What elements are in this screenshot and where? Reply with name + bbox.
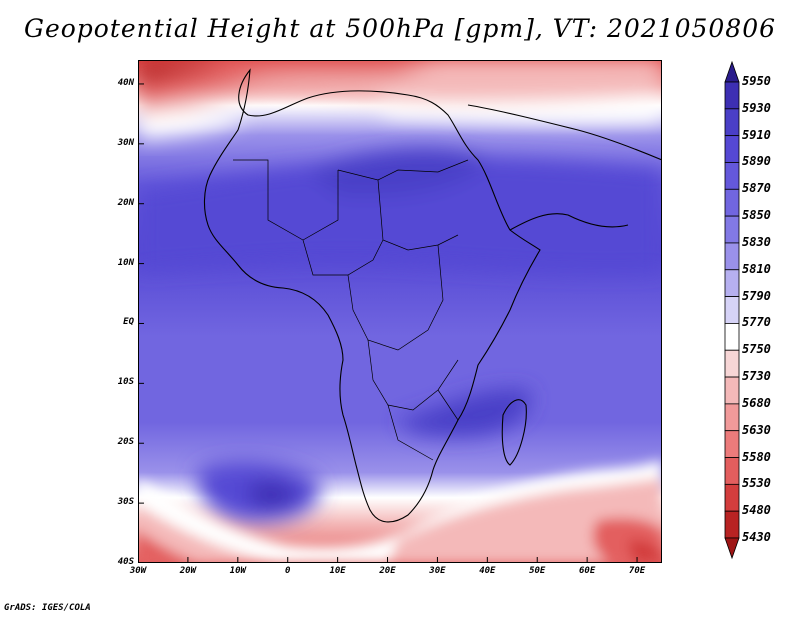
lon-label: 60E <box>579 566 596 576</box>
colorbar-label: 5530 <box>742 476 771 491</box>
colorbar-label: 5930 <box>742 100 771 115</box>
colorbar-cell <box>724 323 740 351</box>
colorbar-label: 5730 <box>742 369 771 384</box>
lon-label: 20E <box>379 566 396 576</box>
colorbar-cell <box>724 430 740 458</box>
colorbar-label: 5870 <box>742 181 771 196</box>
lon-label: 20W <box>179 566 197 576</box>
colorbar-cell <box>724 483 740 512</box>
colorbar-label: 5950 <box>742 74 771 88</box>
longitude-ticks <box>138 557 638 563</box>
map-title: Geopotential Height at 500hPa [gpm], VT:… <box>23 14 777 43</box>
colorbar-label: 5790 <box>742 288 771 303</box>
north-low-height-band <box>138 60 662 140</box>
colorbar-cell <box>724 269 740 297</box>
colorbar <box>724 60 740 560</box>
colorbar-label: 5430 <box>742 530 771 544</box>
lat-label: 40N <box>117 77 134 88</box>
colorbar-label: 5810 <box>742 261 771 276</box>
lat-label: 10S <box>117 377 134 388</box>
lon-label: 50E <box>529 566 546 576</box>
lon-label: 70E <box>628 566 646 576</box>
colorbar-cell <box>724 296 740 324</box>
colorbar-cap-top <box>724 60 740 83</box>
colorbar-cell <box>724 457 740 485</box>
colorbar-cell <box>724 81 740 110</box>
lat-label: 30S <box>117 497 134 508</box>
lat-label: 40S <box>117 557 134 567</box>
geopotential-height-map <box>138 60 662 563</box>
country-borders <box>233 159 469 461</box>
lat-label: 10N <box>117 257 134 268</box>
colorbar-cell <box>724 510 740 539</box>
lon-label: 30E <box>429 566 446 576</box>
colorbar-label: 5680 <box>742 395 771 410</box>
footer-credit: GrADS: IGES/COLA <box>4 603 91 613</box>
colorbar-label: 5890 <box>742 154 771 169</box>
colorbar-label: 5770 <box>742 315 771 330</box>
colorbar-cell <box>724 215 740 244</box>
lat-label: 30N <box>117 137 134 148</box>
colorbar-label: 5750 <box>742 342 771 357</box>
coastlines <box>203 68 662 523</box>
colorbar-cell <box>724 188 740 217</box>
lat-label: EQ <box>123 317 134 328</box>
lon-label: 30W <box>129 566 147 576</box>
lat-label: 20S <box>117 437 134 448</box>
lon-label: 0 <box>284 566 291 576</box>
colorbar-cell <box>724 376 740 405</box>
colorbar-cell <box>724 349 740 378</box>
south-low-height-band <box>138 460 662 563</box>
colorbar-cap-bottom <box>724 537 740 560</box>
colorbar-cell <box>724 135 740 163</box>
lat-label: 20N <box>117 197 134 208</box>
lon-label: 10W <box>229 566 246 576</box>
colorbar-label: 5910 <box>742 127 771 142</box>
lon-label: 40E <box>479 566 496 576</box>
colorbar-cell <box>724 242 740 271</box>
lon-label: 10E <box>329 566 346 576</box>
colorbar-cell <box>724 403 740 432</box>
colorbar-cell <box>724 108 740 137</box>
tropical-high-band <box>138 149 662 523</box>
colorbar-label: 5830 <box>742 234 771 249</box>
colorbar-label: 5630 <box>742 422 771 437</box>
colorbar-cell <box>724 162 740 190</box>
colorbar-label: 5850 <box>742 208 771 223</box>
latitude-ticks <box>138 83 144 563</box>
map-frame <box>138 60 662 563</box>
colorbar-label: 5480 <box>742 503 771 518</box>
colorbar-label: 5580 <box>742 449 771 464</box>
